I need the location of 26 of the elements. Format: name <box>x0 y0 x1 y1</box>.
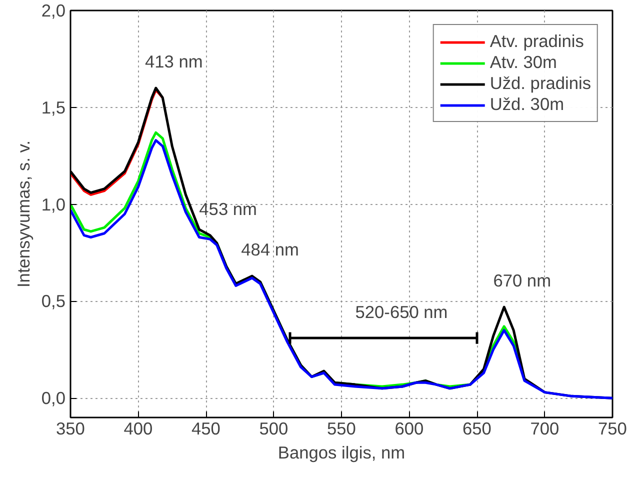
x-axis-title: Bangos ilgis, nm <box>278 442 406 462</box>
y-tick-label: 1,5 <box>41 97 66 118</box>
x-tick-label: 400 <box>124 418 153 438</box>
annotation: 484 nm <box>241 240 299 260</box>
x-tick-label: 750 <box>598 418 627 438</box>
legend-label: Atv. 30m <box>490 52 557 73</box>
line-series <box>70 139 612 400</box>
y-tick-label: 1,0 <box>41 194 66 214</box>
x-tick-label: 550 <box>327 418 356 438</box>
x-tick-label: 600 <box>394 418 424 438</box>
y-tick-label: 0,0 <box>41 388 66 408</box>
annotation: 453 nm <box>199 199 257 220</box>
legend-label: Užd. 30m <box>490 94 564 115</box>
y-axis-title: Intensyvumas, s. v. <box>13 140 34 288</box>
y-tick-label: 2,0 <box>41 0 66 20</box>
legend-label: Atv. pradinis <box>490 31 584 52</box>
x-tick-label: 500 <box>259 418 288 438</box>
annotation: 413 nm <box>144 52 203 72</box>
x-tick-label: 700 <box>530 418 560 438</box>
x-tick-label: 350 <box>56 418 85 438</box>
x-tick-label: 450 <box>192 418 220 438</box>
x-tick-label: 650 <box>462 418 492 438</box>
annotation: 520-650 nm <box>355 302 448 322</box>
y-tick-label: 0,5 <box>41 291 66 312</box>
annotation: 670 nm <box>493 270 552 291</box>
legend-label: Užd. pradinis <box>490 73 591 94</box>
